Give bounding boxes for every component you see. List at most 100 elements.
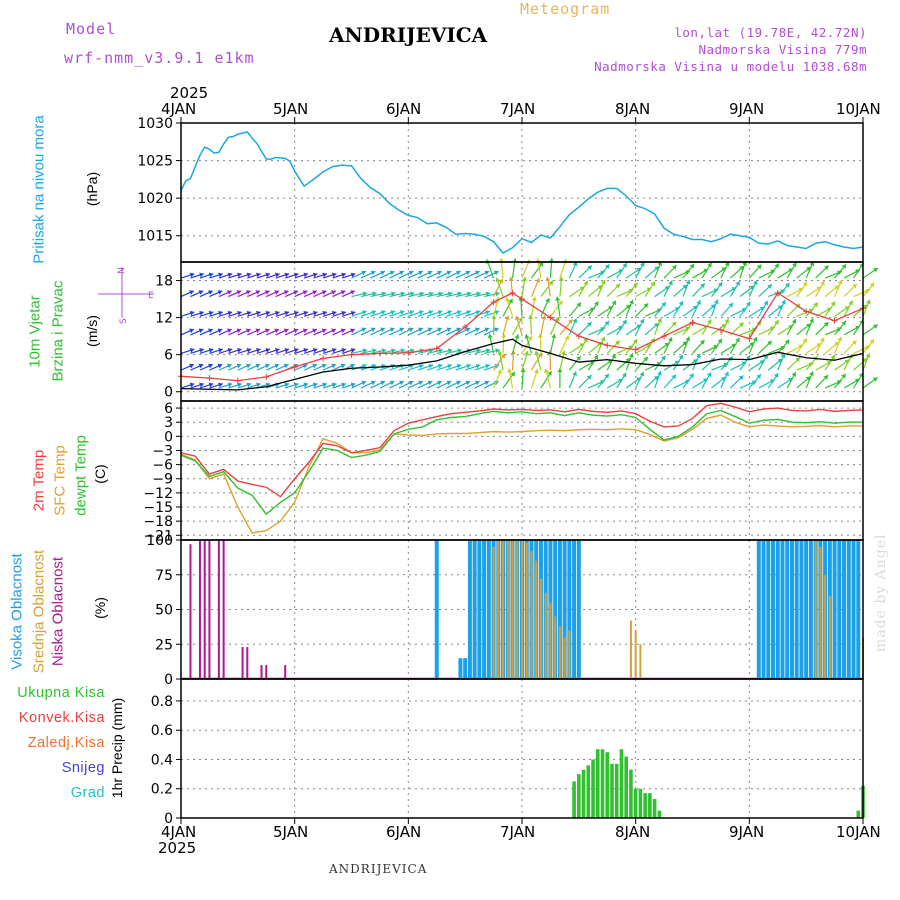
y-tick-label: 1030	[137, 116, 173, 132]
wind-arrow-head	[255, 363, 261, 369]
cloud-bar-0	[799, 540, 804, 679]
wind-speed-line	[180, 338, 864, 391]
cloud-bar-0	[567, 540, 572, 679]
wind-arrow-head	[427, 327, 433, 333]
temp-line-0	[180, 402, 864, 498]
wind-arrow-head	[534, 350, 540, 356]
wind-arrow-head	[520, 368, 526, 373]
wind-arrow-head	[865, 353, 871, 358]
wind-arrow-head	[218, 347, 223, 353]
wind-arrow-head	[362, 291, 368, 297]
cloud-bar-0	[756, 540, 761, 679]
wind-arrow-head	[437, 270, 442, 276]
wind-arrow-head	[284, 347, 290, 353]
y-tick-label: 75	[155, 568, 173, 584]
wind-arrow-head	[217, 290, 223, 295]
wind-arrow-head	[707, 262, 712, 268]
wind-arrow-head	[749, 342, 755, 347]
wind-arrow-head	[785, 283, 790, 288]
cloud-bar-0	[486, 540, 491, 679]
wind-arrow-head	[872, 377, 878, 382]
cloud-bar-1	[629, 620, 632, 679]
wind-arrow-head	[437, 363, 443, 369]
wind-arrow-head	[227, 382, 233, 388]
compass-icon: N W E S	[98, 267, 154, 324]
wind-arrow-head	[208, 328, 213, 334]
cloud-bar-2	[222, 540, 225, 679]
cloud-bar-1	[539, 578, 542, 679]
wind-arrow-head	[572, 371, 577, 376]
precip-bar	[577, 774, 581, 818]
wind-arrow-head	[456, 363, 462, 369]
precip-bar	[856, 810, 861, 818]
cloud-bar-1	[558, 626, 561, 679]
x-tick-top: 7JAN	[500, 100, 536, 118]
cloud-bar-1	[516, 540, 519, 679]
wind-arrow-head	[236, 290, 242, 295]
wind-arrow-head	[331, 328, 336, 334]
wind-arrow-head	[501, 333, 507, 338]
wind-arrow-head	[802, 338, 807, 344]
wind-arrow-head	[615, 340, 620, 346]
wind-arrow-head	[293, 310, 299, 316]
wind-arrow-head	[611, 300, 617, 306]
wind-arrow-head	[837, 336, 843, 342]
y-tick-label: −3	[152, 443, 173, 459]
x-tick-bottom: 6JAN	[386, 823, 422, 841]
wind-arrow-head	[763, 300, 768, 306]
wind-arrow-head	[265, 272, 271, 278]
wind-arrow-head	[427, 270, 433, 276]
wind-arrow-head	[664, 342, 670, 348]
wind-arrow-head	[303, 347, 308, 353]
wind-arrow-head	[246, 382, 252, 388]
precip-legend-convective: Konvek.Kisa	[18, 710, 105, 726]
wind-arrow-head	[689, 263, 695, 269]
wind-arrow-head	[199, 310, 204, 316]
wind-arrow-head	[497, 350, 503, 355]
x-tick-top: 9JAN	[729, 100, 765, 118]
cloud-bar-1	[549, 602, 552, 679]
wind-arrow-head	[745, 355, 751, 361]
wind-arrow-head	[781, 299, 786, 305]
cloud-bar-0	[557, 540, 562, 679]
panel-frame-4	[180, 678, 864, 819]
x-tick-bottom: 10JAN	[836, 823, 881, 841]
wind-arrow-head	[717, 282, 723, 287]
wind-arrow-head	[227, 328, 232, 334]
cloud-bar-1	[521, 540, 523, 679]
y-tick-label: 1020	[137, 191, 173, 207]
precip-bar	[633, 788, 638, 818]
wind-arrow-head	[632, 339, 638, 344]
wind-arrow-head	[447, 310, 452, 315]
wind-arrow-head	[756, 264, 762, 270]
cloud-bar-1	[814, 540, 817, 679]
wind-arrow-head	[303, 382, 308, 388]
wind-arrow-head	[255, 290, 261, 295]
cloud-bar-0	[856, 540, 861, 679]
wind-arrow-head	[418, 270, 423, 276]
wind-arrow-head	[507, 368, 513, 373]
year-top: 2025	[170, 84, 209, 102]
wind-arrow-head	[767, 340, 772, 346]
wind-arrow-head	[428, 291, 434, 297]
wind-arrow-head	[284, 310, 290, 316]
wind-arrow-head	[823, 375, 829, 380]
wind-arrow-head	[437, 310, 443, 315]
wind-arrow-head	[438, 291, 443, 297]
wind-arrow-head	[629, 299, 634, 305]
cloud-bar-0	[458, 658, 463, 679]
wind-arrow-head	[756, 374, 761, 379]
wind-arrow-head	[381, 348, 387, 354]
wind-arrow-head	[256, 347, 261, 353]
wind-arrow-head	[189, 272, 195, 278]
y-tick-label: 12	[155, 311, 173, 327]
wind-arrow-head	[537, 333, 543, 338]
wind-arrow-head	[198, 290, 204, 295]
wind-arrow-head	[380, 310, 386, 315]
wind-arrow-head	[541, 315, 547, 320]
wind-arrow-head	[700, 283, 705, 289]
cloud-bar-0	[467, 540, 472, 679]
wind-arrow-head	[657, 371, 662, 376]
wind-arrow-head	[465, 327, 471, 333]
